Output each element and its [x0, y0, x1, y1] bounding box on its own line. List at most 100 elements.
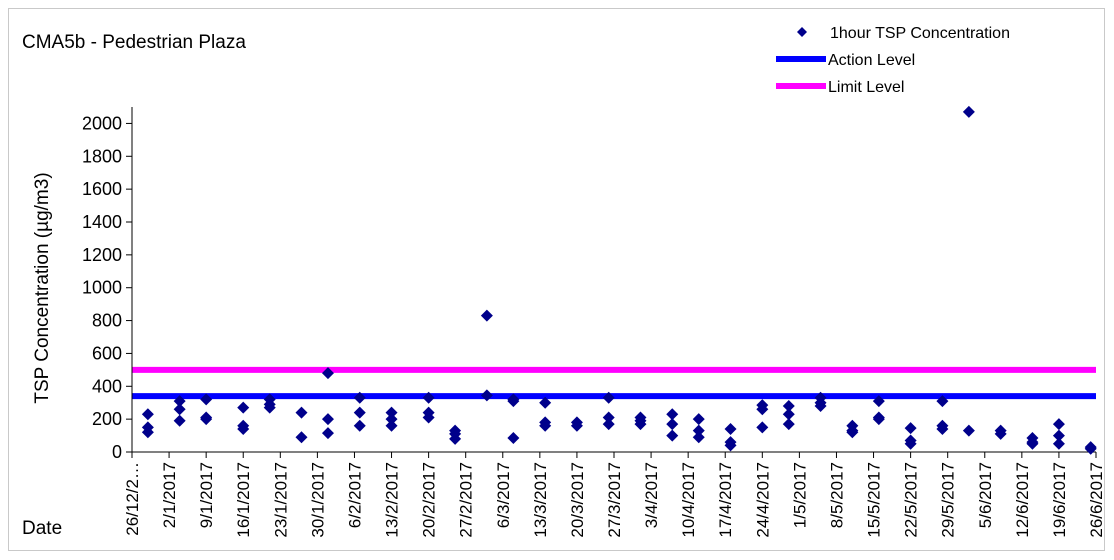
y-tick-label: 2000 [82, 113, 122, 133]
data-point [634, 418, 647, 431]
legend-marker [797, 27, 807, 37]
data-point [173, 414, 186, 427]
data-point [480, 389, 493, 402]
data-point [449, 432, 462, 445]
legend-label: 1hour TSP Concentration [830, 25, 1010, 42]
x-tick-label: 5/6/2017 [976, 462, 995, 528]
data-point [295, 431, 308, 444]
y-tick-label: 400 [92, 376, 122, 396]
data-point [666, 418, 679, 431]
data-point [692, 424, 705, 437]
data-point [602, 391, 615, 404]
legend: 1hour TSP Concentration Action Level Limit… [776, 25, 1010, 96]
data-point [321, 413, 334, 426]
y-axis-title: TSP Concentration (µg/m3) [32, 172, 53, 403]
x-tick-label: 20/2/2017 [420, 462, 439, 538]
data-point [962, 424, 975, 437]
data-point [1052, 429, 1065, 442]
data-point [263, 401, 276, 414]
data-point [141, 408, 154, 421]
data-point [724, 439, 737, 452]
data-point [872, 413, 885, 426]
y-tick-label: 1800 [82, 146, 122, 166]
data-point [295, 406, 308, 419]
legend-label: Limit Level [828, 79, 904, 96]
data-point [756, 421, 769, 434]
data-point [539, 396, 552, 409]
data-point [237, 401, 250, 414]
data-point [422, 411, 435, 424]
data-point [872, 395, 885, 408]
data-point [692, 413, 705, 426]
data-point [353, 406, 366, 419]
data-point [782, 408, 795, 421]
data-point [994, 427, 1007, 440]
x-tick-label: 3/4/2017 [642, 462, 661, 528]
data-point [422, 391, 435, 404]
y-tick-label: 0 [112, 442, 122, 462]
data-point [782, 418, 795, 431]
legend-label: Action Level [828, 52, 915, 69]
data-point [200, 393, 213, 406]
data-point [539, 419, 552, 432]
data-point [353, 391, 366, 404]
data-point [353, 419, 366, 432]
x-tick-label: 30/1/2017 [308, 462, 327, 538]
data-point [173, 395, 186, 408]
x-tick-label: 27/3/2017 [605, 462, 624, 538]
x-axis-title: Date [22, 518, 63, 539]
data-point [782, 400, 795, 412]
y-tick-label: 1200 [82, 245, 122, 265]
x-tick-label: 24/4/2017 [753, 462, 772, 538]
data-point [692, 431, 705, 444]
x-tick-label: 13/3/2017 [531, 462, 550, 538]
data-point [200, 413, 213, 426]
x-tick-label: 8/5/2017 [827, 462, 846, 528]
x-tick-label: 6/2/2017 [345, 462, 364, 528]
data-point [602, 411, 615, 424]
data-point [570, 419, 583, 432]
y-tick-label: 800 [92, 311, 122, 331]
x-tick-label: 15/5/2017 [865, 462, 884, 538]
chart-title: CMA5b - Pedestrian Plaza [22, 32, 246, 53]
data-point [1052, 418, 1065, 431]
x-tick-label: 13/2/2017 [383, 462, 402, 538]
x-tick-label: 19/6/2017 [1050, 462, 1069, 538]
x-tick-label: 20/3/2017 [568, 462, 587, 538]
data-point [385, 413, 398, 426]
x-tick-label: 23/1/2017 [271, 462, 290, 538]
data-point [756, 403, 769, 416]
chart-area [8, 8, 1105, 551]
y-tick-label: 1000 [82, 278, 122, 298]
data-point [385, 406, 398, 419]
x-tick-label: 12/6/2017 [1013, 462, 1032, 538]
y-tick-label: 1600 [82, 179, 122, 199]
x-tick-label: 1/5/2017 [790, 462, 809, 528]
x-tick-label: 26/6/2017 [1087, 462, 1106, 538]
x-tick-label: 6/3/2017 [494, 462, 513, 528]
x-tick-label: 26/12/2… [123, 462, 142, 536]
data-point [666, 408, 679, 421]
x-tick-label: 22/5/2017 [902, 462, 921, 538]
x-tick-label: 9/1/2017 [197, 462, 216, 528]
x-tick-label: 27/2/2017 [457, 462, 476, 538]
x-tick-label: 16/1/2017 [234, 462, 253, 538]
data-point [846, 426, 859, 439]
data-point [507, 395, 520, 408]
data-point [666, 429, 679, 442]
y-tick-label: 1400 [82, 212, 122, 232]
data-point [724, 423, 737, 435]
data-point [814, 400, 827, 412]
data-point [1084, 442, 1097, 455]
data-point [936, 423, 949, 435]
x-tick-label: 17/4/2017 [716, 462, 735, 538]
data-point [936, 395, 949, 408]
data-point [237, 423, 250, 435]
x-tick-label: 29/5/2017 [939, 462, 958, 538]
data-point [904, 422, 917, 435]
data-point [321, 427, 334, 440]
data-point [321, 367, 334, 380]
data-point [1026, 437, 1039, 450]
y-tick-label: 200 [92, 409, 122, 429]
